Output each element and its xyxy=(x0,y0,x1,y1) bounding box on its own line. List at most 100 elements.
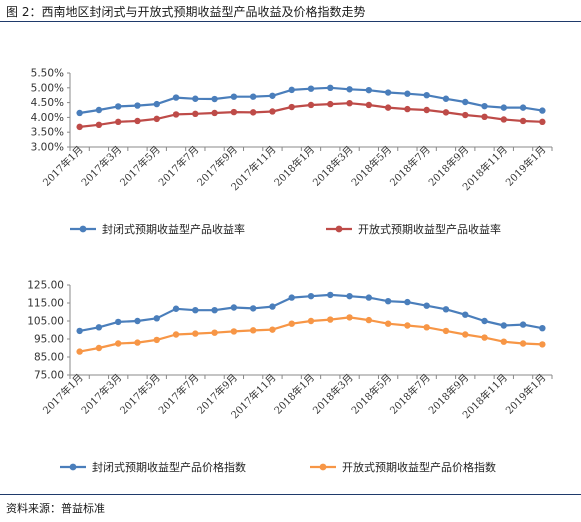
chart2-ytick-label: 105.00 xyxy=(27,316,64,328)
chart1-series1-point xyxy=(211,95,218,103)
chart2-series2-point xyxy=(269,326,276,333)
chart2-series1-point xyxy=(172,305,180,312)
chart1-series1-point xyxy=(172,94,180,101)
chart2-series2-point xyxy=(519,340,527,347)
chart2-series2-point xyxy=(481,334,488,341)
chart2-series2-point xyxy=(539,341,546,348)
bottom-rule xyxy=(0,494,581,495)
chart1-series1-point xyxy=(365,86,373,94)
chart1-series2-point xyxy=(404,105,411,113)
chart1-series2-point xyxy=(519,117,527,125)
chart1-ytick-label: 5.00% xyxy=(31,82,64,94)
chart2-series2-point xyxy=(249,327,257,334)
chart2-series2-point xyxy=(211,329,218,336)
chart2-series2-point xyxy=(153,336,160,344)
chart1-series2-point xyxy=(153,115,160,123)
chart2-series1-point xyxy=(211,307,218,314)
chart1-legend1-label: 封闭式预期收益型产品收益率 xyxy=(102,222,245,236)
chart2-series1-point xyxy=(539,325,546,332)
chart1-series1-point xyxy=(249,93,257,100)
chart2-xtick-label: 2019年1月 xyxy=(503,371,549,417)
chart2-series1-point xyxy=(519,321,527,328)
chart2-ytick-label: 75.00 xyxy=(34,370,64,382)
chart2-series1-point xyxy=(76,327,83,335)
chart2-ytick-label: 115.00 xyxy=(27,298,64,310)
chart1-series1-point xyxy=(192,95,199,102)
chart2-series2-point xyxy=(327,316,334,323)
chart2-xtick-label: 2017年3月 xyxy=(78,371,124,417)
chart1-series1-point xyxy=(346,86,353,93)
chart2-xtick-label: 2017年7月 xyxy=(156,371,202,417)
chart2-series1-point xyxy=(192,307,199,314)
chart1-xtick-label: 2017年7月 xyxy=(156,143,202,189)
chart1-series2-point xyxy=(481,113,488,121)
chart1-series2-point xyxy=(134,117,141,125)
chart2-series1-point xyxy=(153,315,160,322)
chart2-series1-point xyxy=(134,317,141,325)
chart2-series1-point xyxy=(423,302,430,309)
chart2-series1-point xyxy=(481,317,488,325)
chart2-series2-point xyxy=(307,317,315,325)
chart2-series2-point xyxy=(404,322,411,329)
chart1-xtick-label: 2018年1月 xyxy=(271,143,317,189)
chart2-series1-point xyxy=(404,298,411,306)
chart1-series1-point xyxy=(519,104,527,111)
source-note: 资料来源：普益标准 xyxy=(6,502,105,515)
chart2-series1-point xyxy=(115,318,122,326)
chart1-series1-point xyxy=(230,93,238,100)
chart1-series2-point xyxy=(462,111,469,119)
chart2-ytick-label: 85.00 xyxy=(34,352,64,364)
chart1-series2-point xyxy=(442,109,450,116)
chart2-xtick-label: 2018年1月 xyxy=(271,371,317,417)
chart2-ytick-label: 125.00 xyxy=(27,280,64,292)
chart2-series2-point xyxy=(500,338,507,345)
chart1-ytick-label: 4.50% xyxy=(31,97,64,109)
chart1-series2-point xyxy=(115,118,122,126)
chart2-series2-point xyxy=(462,331,469,338)
chart1-ytick-label: 3.00% xyxy=(31,142,64,154)
chart1-series2-point xyxy=(539,118,546,126)
chart1-series2-point xyxy=(172,111,180,118)
chart2-legend1-marker xyxy=(69,463,77,471)
chart1-series1-point xyxy=(269,92,276,99)
chart1-series1-point xyxy=(384,89,392,96)
chart2-series1-point xyxy=(346,292,353,300)
chart2-series1-point xyxy=(95,324,103,331)
chart1-series1-point xyxy=(442,95,450,102)
chart2-xtick-label: 2018年3月 xyxy=(310,371,356,417)
chart1-series2-point xyxy=(230,108,238,116)
chart1-series1-point xyxy=(500,104,507,111)
chart2-series2-point xyxy=(115,340,122,347)
chart1-series1-point xyxy=(153,100,160,108)
chart2-series1-point xyxy=(249,305,257,312)
chart2-series2-point xyxy=(95,344,103,352)
chart2-series2-point xyxy=(172,331,180,338)
chart2-series1-point xyxy=(327,291,334,299)
chart1-series2-point xyxy=(365,101,373,109)
figure-title: 图 2：西南地区封闭式与开放式预期收益型产品收益及价格指数走势 xyxy=(6,5,366,19)
chart1-series2-point xyxy=(307,101,315,109)
top-rule xyxy=(0,21,581,22)
chart1-series1-point xyxy=(539,107,546,114)
chart1-series2-point xyxy=(211,109,218,117)
chart2-legend2-marker xyxy=(319,463,327,471)
chart1-series2-point xyxy=(95,121,103,128)
chart1-xtick-label: 2019年1月 xyxy=(503,143,549,189)
chart2-series2-point xyxy=(346,314,353,321)
chart1-ytick-label: 4.00% xyxy=(31,112,64,124)
chart1-xtick-label: 2018年7月 xyxy=(387,143,433,189)
chart1-series2-point xyxy=(327,100,334,108)
chart1-series1-point xyxy=(115,103,122,110)
chart2-series2-point xyxy=(423,324,430,331)
chart2-series2-point xyxy=(442,327,450,335)
chart2-xtick-label: 2018年7月 xyxy=(387,371,433,417)
chart2-series1-point xyxy=(500,322,507,329)
chart1-series1-point xyxy=(288,86,295,94)
chart1-xtick-label: 2018年5月 xyxy=(348,143,394,189)
chart1-series1-point xyxy=(307,85,315,92)
chart2-series1-line xyxy=(79,293,543,332)
chart2-series2-point xyxy=(288,320,295,327)
chart2-ytick-label: 95.00 xyxy=(34,334,64,346)
chart2-legend1-label: 封闭式预期收益型产品价格指数 xyxy=(92,460,246,474)
